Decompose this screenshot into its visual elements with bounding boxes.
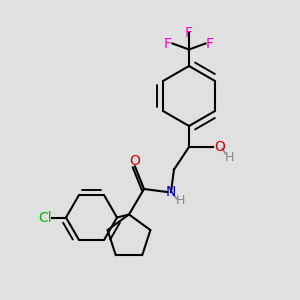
Text: F: F bbox=[206, 37, 214, 50]
Text: H: H bbox=[225, 151, 234, 164]
Text: F: F bbox=[164, 37, 172, 50]
Text: O: O bbox=[214, 140, 225, 154]
Text: F: F bbox=[185, 26, 193, 40]
Text: H: H bbox=[176, 194, 185, 208]
Text: O: O bbox=[130, 154, 140, 167]
Text: Cl: Cl bbox=[38, 211, 52, 224]
Text: N: N bbox=[166, 185, 176, 199]
